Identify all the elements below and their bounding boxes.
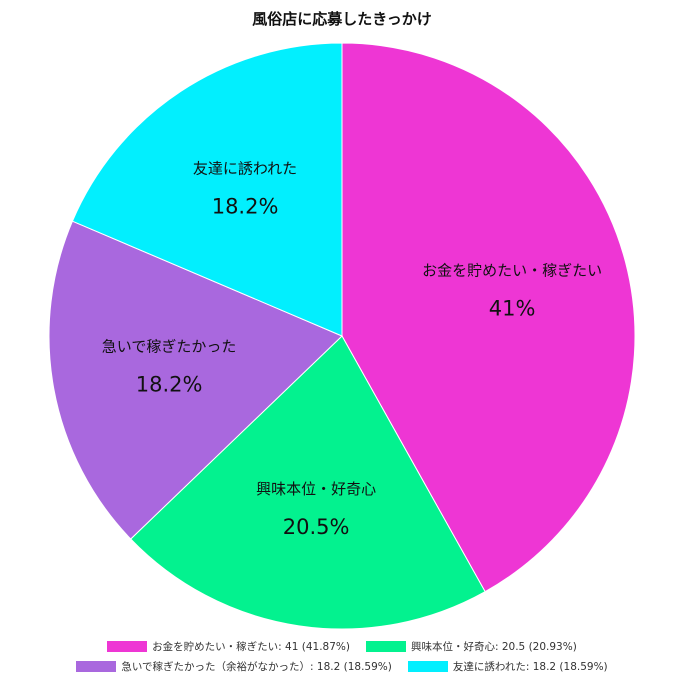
legend-swatch-savings bbox=[107, 640, 148, 652]
pie-slice-curiosity[interactable] bbox=[129, 335, 486, 630]
slice-label-savings: お金を貯めたい・稼ぎたい bbox=[422, 262, 602, 280]
slice-value-savings: 41% bbox=[489, 297, 536, 321]
pie-slice-urgent[interactable] bbox=[48, 220, 343, 540]
pie-slice-friend[interactable] bbox=[71, 42, 343, 337]
legend-row-1: お金を貯めたい・稼ぎたい: 41 (41.87%) 興味本位・好奇心: 20.5… bbox=[0, 636, 684, 656]
legend-label-savings: お金を貯めたい・稼ぎたい: 41 (41.87%) bbox=[152, 640, 350, 653]
legend-item-savings[interactable]: お金を貯めたい・稼ぎたい: 41 (41.87%) bbox=[107, 639, 350, 654]
legend-row-2: 急いで稼ぎたかった（余裕がなかった）: 18.2 (18.59%) 友達に誘われ… bbox=[0, 656, 684, 676]
slice-value-curiosity: 20.5% bbox=[283, 515, 350, 539]
slice-value-urgent: 18.2% bbox=[136, 373, 203, 397]
slice-label-friend: 友達に誘われた bbox=[193, 159, 297, 177]
legend-item-urgent[interactable]: 急いで稼ぎたかった（余裕がなかった）: 18.2 (18.59%) bbox=[76, 659, 392, 674]
legend-label-urgent: 急いで稼ぎたかった（余裕がなかった）: 18.2 (18.59%) bbox=[121, 660, 392, 673]
legend-label-curiosity: 興味本位・好奇心: 20.5 (20.93%) bbox=[410, 640, 577, 653]
pie-slice-savings[interactable] bbox=[341, 42, 636, 593]
slice-value-friend: 18.2% bbox=[212, 194, 279, 218]
chart-title: 風俗店に応募したきっかけ bbox=[252, 10, 432, 28]
legend-item-friend[interactable]: 友達に誘われた: 18.2 (18.59%) bbox=[407, 659, 608, 674]
legend-swatch-urgent bbox=[76, 660, 117, 672]
legend: お金を貯めたい・稼ぎたい: 41 (41.87%) 興味本位・好奇心: 20.5… bbox=[0, 636, 684, 676]
slice-label-curiosity: 興味本位・好奇心 bbox=[256, 480, 376, 498]
legend-item-curiosity[interactable]: 興味本位・好奇心: 20.5 (20.93%) bbox=[365, 639, 577, 654]
slice-label-urgent: 急いで稼ぎたかった bbox=[102, 338, 237, 356]
legend-swatch-curiosity bbox=[365, 640, 406, 652]
legend-swatch-friend bbox=[407, 660, 448, 672]
legend-label-friend: 友達に誘われた: 18.2 (18.59%) bbox=[452, 660, 608, 673]
